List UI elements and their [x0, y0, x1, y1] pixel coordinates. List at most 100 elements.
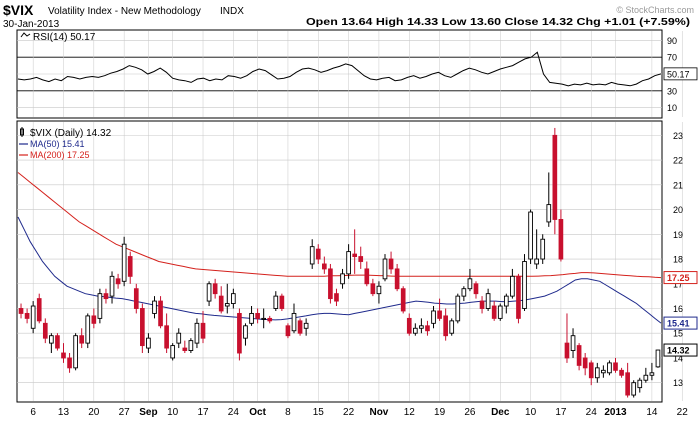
candle: [279, 293, 285, 311]
candle-body-up: [540, 238, 546, 260]
candle-body-down: [558, 219, 564, 260]
price-tick-label: 14: [673, 353, 683, 363]
candle: [243, 323, 248, 346]
candle-body-up: [261, 317, 267, 320]
candle-body-down: [613, 362, 618, 371]
candle-body-down: [279, 295, 285, 309]
candle: [109, 271, 115, 304]
ma200-last-value-box: [663, 271, 698, 285]
candle-body-down: [158, 300, 163, 327]
candle-body-down: [582, 357, 588, 369]
candle: [97, 288, 103, 324]
candle-body-down: [164, 325, 169, 349]
candle-body-up: [546, 204, 552, 223]
candle: [255, 308, 260, 324]
rsi-line: [17, 51, 662, 87]
x-tick-label: Sep: [139, 407, 157, 418]
candle-body-down: [36, 298, 42, 322]
candle: [655, 349, 661, 368]
candle-body-up: [649, 372, 655, 376]
candle-body-up: [431, 310, 436, 324]
candle-body-down: [133, 288, 139, 309]
candle: [449, 318, 455, 336]
candle: [576, 343, 582, 371]
rsi-tick-label: 30: [667, 86, 677, 96]
candle-body-up: [485, 293, 491, 309]
x-tick-label: Dec: [491, 407, 510, 418]
chart-symbol: $VIX: [3, 2, 34, 18]
candle: [540, 234, 546, 264]
candle-body-up: [170, 345, 176, 359]
candle: [558, 209, 564, 262]
candle-body-up: [273, 295, 279, 309]
x-tick-label: 10: [167, 407, 179, 418]
rsi-last-value-tag-group: 50.17: [663, 67, 698, 81]
chart-exchange: INDX: [220, 6, 244, 17]
rsi-tick-label: 90: [667, 36, 677, 46]
candle: [601, 365, 606, 378]
candle: [485, 288, 491, 311]
price-tick-label: 17: [673, 279, 683, 289]
candle-body-up: [631, 382, 637, 396]
x-axis-ticks: 6 13 20 27 Sep 10 17 24 Oct 8 15 22 Nov 12 19 26 Dec 10 17…: [30, 407, 688, 418]
candle: [370, 278, 376, 297]
candle-body-up: [528, 211, 533, 260]
rsi-line-group: [17, 51, 662, 87]
candle: [24, 308, 30, 324]
price-panel-frame: [16, 120, 663, 403]
candle-body-down: [103, 293, 109, 300]
price-last-value-label: 14.32: [667, 346, 690, 356]
candle: [473, 281, 479, 299]
candle-body-up: [461, 288, 467, 297]
price-tick-label: 19: [673, 230, 683, 240]
candle-body-up: [419, 325, 424, 329]
x-tick-label: 8: [285, 407, 291, 418]
candle-body-up: [249, 312, 254, 324]
candle-body-down: [588, 362, 594, 379]
candle: [36, 293, 42, 324]
candle: [625, 362, 630, 398]
candle: [613, 357, 618, 373]
x-tick-label: Oct: [249, 407, 266, 418]
candle: [49, 333, 54, 354]
candle: [340, 268, 345, 289]
x-tick-label: 6: [30, 407, 36, 418]
price-tick-label: 20: [673, 205, 683, 215]
candle: [346, 244, 351, 279]
rsi-tick-label: 10: [667, 103, 677, 113]
candle-body-down: [212, 283, 218, 295]
candle-body-down: [334, 293, 339, 302]
candle-body-down: [564, 342, 570, 359]
candle-body-up: [152, 300, 157, 314]
candle-body-down: [443, 315, 448, 337]
candle-body-up: [503, 295, 509, 307]
chart-security-name: Volatility Index - New Methodology: [48, 6, 201, 17]
candle: [30, 301, 36, 334]
candle: [619, 367, 624, 378]
candle-body-up: [194, 322, 200, 344]
candle-body-up: [594, 367, 600, 379]
candle: [315, 244, 321, 264]
candle: [503, 293, 509, 314]
ma200-last-value-label: 17.25: [667, 273, 690, 283]
price-tick-label: 18: [673, 255, 683, 265]
candle: [42, 318, 48, 344]
price-tick-label: 15: [673, 329, 683, 339]
candle-body-down: [18, 308, 24, 314]
x-tick-label: 17: [197, 407, 209, 418]
x-tick-label: 10: [525, 407, 537, 418]
candle: [419, 318, 424, 334]
candle: [552, 127, 558, 235]
x-tick-label: 26: [464, 407, 476, 418]
rsi-legend: RSI(14) 50.17: [20, 32, 96, 43]
candle: [588, 360, 594, 386]
candle: [261, 308, 267, 329]
candle-body-down: [491, 305, 497, 319]
candle-body-down: [576, 345, 582, 366]
candle-body-up: [601, 369, 606, 374]
candle-body-down: [285, 325, 291, 337]
candle-body-down: [55, 335, 60, 349]
candle: [79, 328, 85, 349]
candle: [607, 360, 612, 376]
